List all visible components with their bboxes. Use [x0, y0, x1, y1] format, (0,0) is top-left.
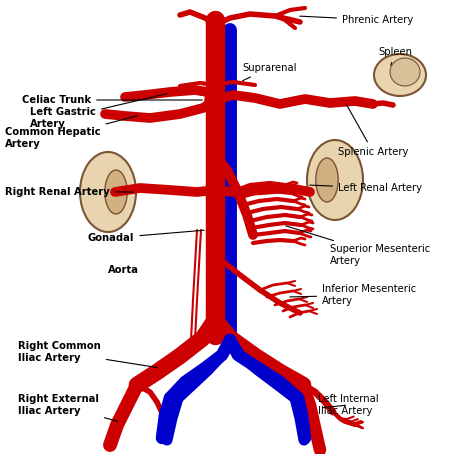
- Text: Spleen: Spleen: [378, 47, 412, 65]
- Text: Left Renal Artery: Left Renal Artery: [310, 183, 422, 193]
- Text: Left Gastric
Artery: Left Gastric Artery: [30, 94, 167, 129]
- Ellipse shape: [374, 54, 426, 96]
- Text: Left Internal
Iliac Artery: Left Internal Iliac Artery: [318, 394, 379, 416]
- Text: Splenic Artery: Splenic Artery: [338, 104, 409, 157]
- Circle shape: [205, 90, 225, 110]
- Text: Superior Mesenteric
Artery: Superior Mesenteric Artery: [286, 226, 430, 266]
- Ellipse shape: [316, 158, 338, 202]
- Text: Phrenic Artery: Phrenic Artery: [300, 15, 413, 25]
- Ellipse shape: [80, 152, 136, 232]
- Ellipse shape: [307, 140, 363, 220]
- Text: Right Renal Artery: Right Renal Artery: [5, 187, 133, 197]
- Text: Gonadal: Gonadal: [88, 230, 204, 243]
- Ellipse shape: [105, 170, 127, 214]
- Text: Celiac Trunk: Celiac Trunk: [22, 95, 202, 105]
- Ellipse shape: [390, 58, 420, 86]
- Text: Aorta: Aorta: [108, 265, 139, 275]
- Text: Right External
Iliac Artery: Right External Iliac Artery: [18, 394, 118, 421]
- Text: Right Common
Iliac Artery: Right Common Iliac Artery: [18, 341, 157, 368]
- Text: Inferior Mesenteric
Artery: Inferior Mesenteric Artery: [290, 284, 416, 306]
- Text: Suprarenal: Suprarenal: [242, 63, 297, 81]
- Text: Common Hepatic
Artery: Common Hepatic Artery: [5, 116, 137, 149]
